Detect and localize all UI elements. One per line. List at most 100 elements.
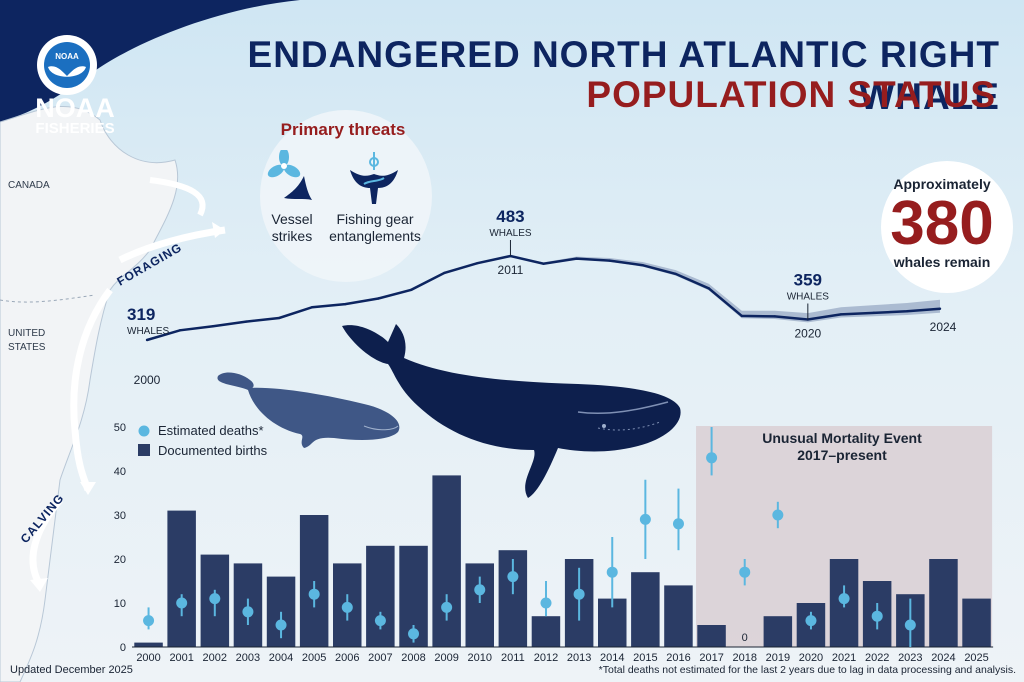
legend-births-label: Documented births [158, 443, 268, 458]
remaining-circle [881, 161, 1013, 293]
x-tick-label: 2025 [964, 652, 988, 664]
map-label-canada: CANADA [8, 180, 50, 191]
x-tick-label: 2018 [732, 652, 756, 664]
threat-vessel-line2: strikes [271, 228, 313, 244]
legend-deaths-swatch [138, 425, 150, 437]
population-point [377, 297, 380, 300]
population-point [905, 310, 909, 313]
x-tick-label: 2008 [401, 652, 425, 664]
deaths-dot [639, 513, 651, 525]
deaths-dot [408, 628, 420, 640]
births-bar [465, 563, 494, 647]
births-zero-label: 0 [742, 632, 748, 644]
population-point [872, 311, 876, 315]
remaining-suffix: whales remain [893, 254, 991, 270]
deaths-dot [209, 593, 221, 605]
deaths-dot [242, 606, 254, 618]
deaths-dot [573, 588, 585, 600]
population-callout: 483 WHALES 2011 [489, 207, 532, 277]
population-point [178, 329, 182, 332]
deaths-dot [341, 601, 353, 613]
x-tick-label: 2020 [799, 652, 823, 664]
population-point [608, 259, 611, 262]
deaths-dot [904, 619, 916, 631]
y-tick-label: 0 [120, 642, 126, 654]
x-tick-label: 2010 [468, 652, 492, 664]
x-tick-label: 2007 [368, 652, 392, 664]
x-tick-label: 2021 [832, 652, 856, 664]
deaths-dot [474, 584, 486, 596]
deaths-dot [308, 588, 320, 600]
population-callout: 319 WHALES 2000 [127, 305, 170, 387]
fishing-gear-tail-icon [350, 152, 398, 204]
x-tick-label: 2019 [766, 652, 790, 664]
y-tick-label: 30 [114, 510, 126, 522]
callout-year: 2020 [794, 327, 821, 341]
births-bar [531, 616, 561, 647]
population-point [773, 315, 776, 318]
population-point [674, 272, 677, 276]
population-point [277, 316, 281, 320]
callout-unit: WHALES [127, 326, 170, 337]
legend-deaths-label: Estimated deaths* [158, 423, 264, 438]
population-point [839, 313, 843, 316]
ume-title-line2: 2017–present [797, 447, 887, 463]
y-tick-label: 20 [114, 554, 126, 566]
map-label-us-2: STATES [8, 342, 46, 353]
x-tick-label: 2001 [169, 652, 193, 664]
x-tick-label: 2015 [633, 652, 657, 664]
x-tick-label: 2000 [136, 652, 160, 664]
deaths-dot [672, 518, 684, 530]
deaths-dot [275, 619, 287, 631]
map-label-us-1: UNITED [8, 328, 46, 339]
updated-date: Updated December 2025 [10, 664, 133, 676]
threat-gear-line2: entanglements [329, 228, 421, 244]
x-tick-label: 2003 [236, 652, 260, 664]
threat-vessel-line1: Vessel [271, 211, 313, 227]
ume-title: Unusual Mortality Event 2017–present [696, 430, 988, 464]
threat-gear-label: Fishing gear entanglements [320, 211, 430, 245]
births-bar [763, 616, 793, 647]
adult-whale-illustration [342, 324, 681, 498]
deaths-dot [706, 452, 718, 464]
calving-arrow-label: CALVING [18, 492, 67, 546]
threat-vessel-label: Vessel strikes [254, 211, 330, 245]
x-tick-label: 2023 [898, 652, 922, 664]
x-tick-label: 2006 [335, 652, 359, 664]
noaa-seal-logo: NOAA [37, 35, 97, 95]
births-bar [167, 510, 196, 647]
population-point [542, 262, 545, 265]
x-tick-label: 2024 [931, 652, 955, 664]
deaths-dot [441, 601, 453, 613]
callout-year: 2024 [930, 320, 957, 334]
x-tick-label: 2002 [203, 652, 227, 664]
population-point [575, 257, 578, 260]
deaths-dot [871, 610, 883, 622]
calf-whale-illustration [217, 372, 400, 448]
births-bar [432, 475, 461, 647]
population-point [641, 264, 644, 267]
deaths-dot [772, 509, 784, 521]
population-callout: 2024 [930, 320, 957, 334]
population-point [938, 307, 942, 310]
threats-circle [260, 110, 432, 282]
population-point [443, 271, 446, 275]
x-tick-label: 2012 [534, 652, 558, 664]
x-tick-label: 2011 [501, 652, 525, 664]
deaths-dot [838, 593, 850, 605]
population-point [344, 302, 347, 306]
fisheries-wordmark: FISHERIES [35, 120, 115, 137]
deaths-dot [805, 615, 817, 627]
deaths-dot [507, 571, 519, 583]
population-point [707, 287, 710, 290]
legend-births-swatch [138, 444, 150, 456]
population-point [211, 324, 215, 328]
callout-value: 483 [496, 207, 524, 226]
births-bar [962, 598, 991, 647]
births-bar [929, 559, 958, 647]
callout-year: 2011 [498, 263, 524, 277]
x-tick-label: 2013 [567, 652, 591, 664]
threat-gear-line1: Fishing gear [336, 211, 414, 227]
